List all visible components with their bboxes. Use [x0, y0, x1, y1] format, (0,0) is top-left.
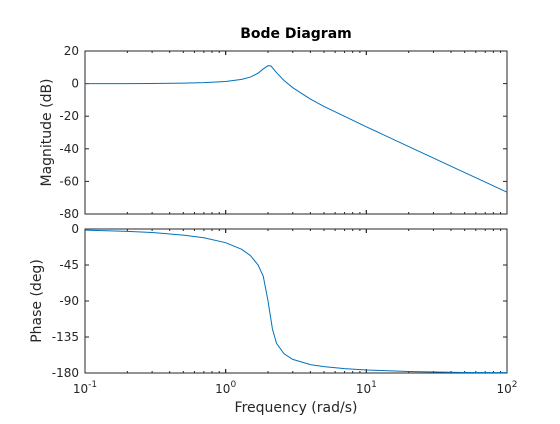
x-tick-labels: 10-1 100 101 102 — [73, 380, 518, 396]
magnitude-axes-box — [84, 50, 508, 215]
x-tick-label: 100 — [215, 380, 236, 396]
x-axis-label: Frequency (rad/s) — [235, 400, 358, 416]
magnitude-panel: 20 0 -20 -40 -60 -80 Magnitude (dB) — [39, 44, 508, 221]
x-tick-label-base: 10 — [215, 382, 230, 396]
magnitude-y-axis-label: Magnitude (dB) — [39, 78, 55, 186]
x-tick-label-exponent: 1 — [371, 380, 377, 390]
magnitude-x-ticks — [84, 51, 508, 214]
magnitude-y-tick-label: -40 — [59, 142, 79, 156]
magnitude-y-ticks: 20 0 -20 -40 -60 -80 — [59, 44, 507, 221]
phase-y-tick-label: -180 — [52, 366, 79, 380]
phase-y-axis-label: Phase (deg) — [29, 259, 45, 343]
x-tick-label-exponent: -1 — [88, 380, 97, 390]
x-tick-label: 101 — [356, 380, 377, 396]
magnitude-y-tick-label: 20 — [64, 44, 79, 58]
phase-series-line — [84, 229, 508, 374]
x-tick-label: 102 — [496, 380, 517, 396]
phase-panel: 0 -45 -90 -135 -180 Phase (deg) — [29, 222, 508, 380]
phase-axes-box — [84, 228, 508, 374]
phase-y-tick-label: -135 — [52, 330, 79, 344]
magnitude-y-tick-label: -60 — [59, 174, 79, 188]
phase-y-tick-label: 0 — [71, 222, 79, 236]
chart-title: Bode Diagram — [240, 26, 352, 42]
x-tick-label-exponent: 2 — [512, 380, 518, 390]
magnitude-y-tick-label: -20 — [59, 109, 79, 123]
x-tick-label-base: 10 — [73, 382, 88, 396]
x-tick-label: 10-1 — [73, 380, 97, 396]
magnitude-y-tick-label: 0 — [71, 77, 79, 91]
phase-x-ticks — [84, 229, 508, 373]
magnitude-series-line — [85, 65, 508, 193]
x-tick-label-exponent: 0 — [230, 380, 236, 390]
magnitude-y-tick-label: -80 — [59, 207, 79, 221]
x-tick-label-base: 10 — [496, 382, 511, 396]
phase-y-ticks: 0 -45 -90 -135 -180 — [52, 222, 507, 380]
phase-y-tick-label: -90 — [59, 294, 79, 308]
phase-y-tick-label: -45 — [59, 258, 79, 272]
x-tick-label-base: 10 — [356, 382, 371, 396]
